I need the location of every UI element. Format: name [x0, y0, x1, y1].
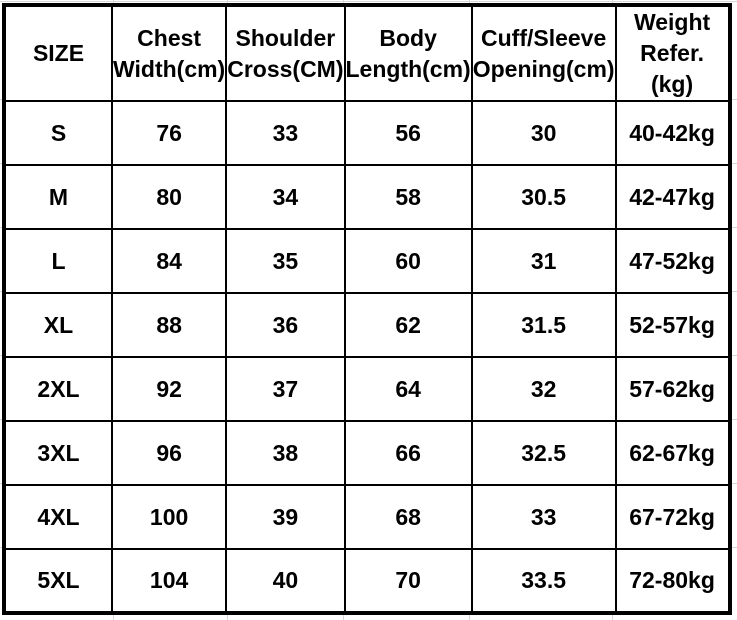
value-cell: 35: [225, 228, 346, 294]
header-line: Chest: [137, 24, 202, 51]
value-cell: 47-52kg: [614, 228, 731, 294]
header-line: Length(cm): [345, 55, 471, 82]
value-cell: 56: [343, 100, 473, 166]
table-row: 5XL 104 40 70 33.5 72-80kg: [3, 548, 731, 614]
value-cell: 34: [225, 164, 346, 230]
value-cell: 60: [343, 228, 473, 294]
table-row: XL 88 36 62 31.5 52-57kg: [3, 292, 731, 358]
header-line: Refer. (kg): [640, 40, 705, 97]
value-cell: 52-57kg: [614, 292, 731, 358]
value-cell: 39: [225, 484, 346, 550]
header-shoulder-cross: Shoulder Cross(CM): [225, 4, 346, 102]
header-line: Shoulder: [235, 24, 336, 51]
gridline: [0, 1, 737, 2]
value-cell: 42-47kg: [614, 164, 731, 230]
header-cuff-sleeve-opening: Cuff/Sleeve Opening(cm): [470, 4, 617, 102]
value-cell: 80: [110, 164, 228, 230]
value-cell: 33.5: [470, 548, 617, 614]
size-label: 4XL: [3, 484, 113, 550]
value-cell: 40: [225, 548, 346, 614]
header-chest-width: Chest Width(cm): [110, 4, 228, 102]
value-cell: 76: [110, 100, 228, 166]
size-label: 3XL: [3, 420, 113, 486]
header-body-length: Body Length(cm): [343, 4, 473, 102]
table-row: S 76 33 56 30 40-42kg: [3, 100, 731, 166]
size-chart-table: SIZE Chest Width(cm) Shoulder Cross(CM) …: [2, 3, 732, 615]
value-cell: 66: [343, 420, 473, 486]
header-line: SIZE: [32, 40, 85, 66]
table-row: L 84 35 60 31 47-52kg: [3, 228, 731, 294]
value-cell: 33: [470, 484, 617, 550]
value-cell: 40-42kg: [614, 100, 731, 166]
header-weight-refer: Weight Refer. (kg): [614, 4, 731, 102]
size-label: 5XL: [3, 548, 113, 614]
value-cell: 32.5: [470, 420, 617, 486]
size-label: XL: [3, 292, 113, 358]
value-cell: 67-72kg: [614, 484, 731, 550]
size-label: L: [3, 228, 113, 294]
value-cell: 62-67kg: [614, 420, 731, 486]
header-line: Cross(CM): [227, 55, 344, 82]
value-cell: 92: [110, 356, 228, 422]
value-cell: 31.5: [470, 292, 617, 358]
value-cell: 72-80kg: [614, 548, 731, 614]
value-cell: 38: [225, 420, 346, 486]
value-cell: 104: [110, 548, 228, 614]
table-row: 3XL 96 38 66 32.5 62-67kg: [3, 420, 731, 486]
table-row: 2XL 92 37 64 32 57-62kg: [3, 356, 731, 422]
header-row: SIZE Chest Width(cm) Shoulder Cross(CM) …: [3, 4, 731, 102]
size-label: M: [3, 164, 113, 230]
value-cell: 32: [470, 356, 617, 422]
value-cell: 57-62kg: [614, 356, 731, 422]
size-label: 2XL: [3, 356, 113, 422]
value-cell: 64: [343, 356, 473, 422]
table-row: M 80 34 58 30.5 42-47kg: [3, 164, 731, 230]
header-size: SIZE: [3, 4, 113, 102]
header-line: Body: [379, 24, 437, 51]
header-line: Weight: [633, 9, 711, 35]
value-cell: 62: [343, 292, 473, 358]
value-cell: 31: [470, 228, 617, 294]
value-cell: 58: [343, 164, 473, 230]
value-cell: 100: [110, 484, 228, 550]
value-cell: 36: [225, 292, 346, 358]
value-cell: 30: [470, 100, 617, 166]
value-cell: 88: [110, 292, 228, 358]
value-cell: 68: [343, 484, 473, 550]
size-label: S: [3, 100, 113, 166]
value-cell: 96: [110, 420, 228, 486]
table-row: 4XL 100 39 68 33 67-72kg: [3, 484, 731, 550]
value-cell: 84: [110, 228, 228, 294]
value-cell: 30.5: [470, 164, 617, 230]
header-line: Width(cm): [113, 55, 226, 82]
header-line: Cuff/Sleeve: [481, 24, 607, 51]
value-cell: 70: [343, 548, 473, 614]
header-line: Opening(cm): [472, 55, 615, 82]
value-cell: 33: [225, 100, 346, 166]
value-cell: 37: [225, 356, 346, 422]
